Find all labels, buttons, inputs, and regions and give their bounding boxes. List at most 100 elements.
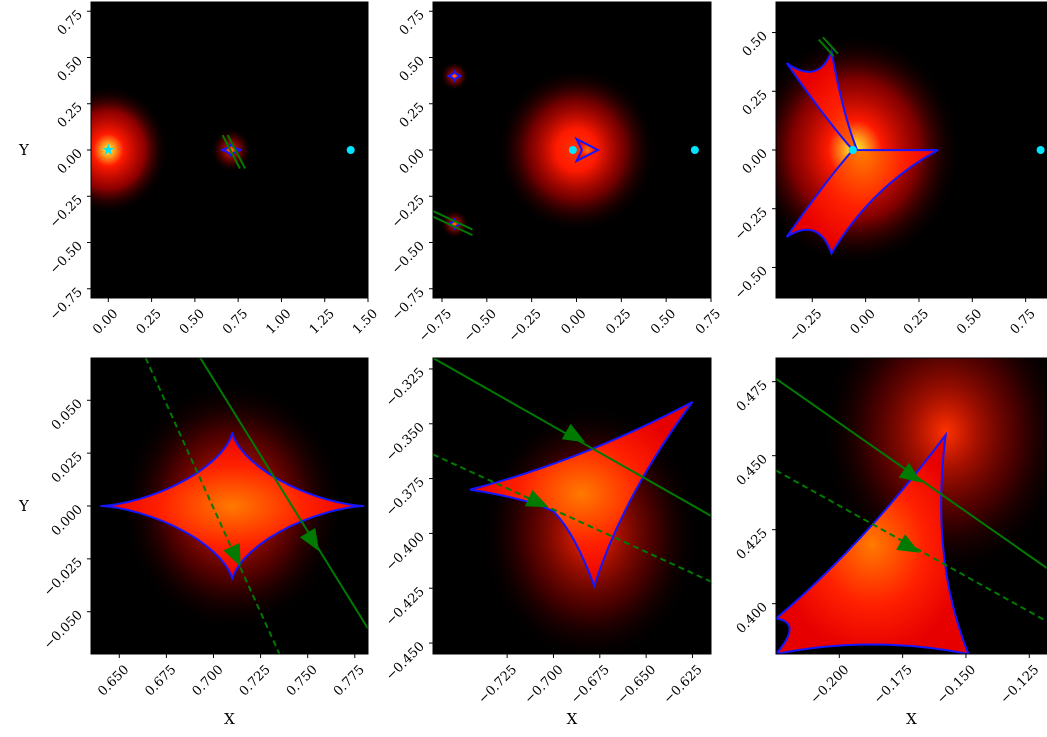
y-tick-label: −0.50: [732, 264, 771, 303]
source-trajectory-dashed: [433, 453, 711, 583]
source-trajectory-dashed: [144, 358, 281, 654]
x-tick-label: −0.25: [506, 306, 545, 345]
x-tick-label: −0.50: [461, 306, 500, 345]
y-axis-label: Y: [18, 497, 30, 515]
y-tick-label: 0.25: [55, 100, 86, 131]
x-tick-label: 0.25: [603, 306, 634, 337]
y-tick-label: 0.00: [397, 146, 428, 177]
trajectory-arrow-icon: [561, 423, 586, 443]
panel-top-left: ★ 0.00 0.25 0.50 0.75 1.00 1.25 1.50 −0.75 −0.50 −…: [18, 1, 381, 338]
x-tick-label: 0.75: [1008, 306, 1039, 337]
lens-position-marker: [346, 146, 355, 154]
x-tick-label: 0.725: [237, 662, 274, 699]
panel-top-right: −0.25 0.00 0.25 0.50 0.75 −0.50 −0.25 0.00 0.25 0…: [732, 1, 1047, 345]
y-tick-label: 0.425: [734, 526, 771, 563]
y-tick-label: −0.450: [383, 639, 428, 684]
source-trajectory-solid: [433, 210, 473, 231]
lens-position-marker: [848, 146, 857, 154]
y-tick-label: 0.25: [740, 87, 771, 118]
lens-position-marker: [1036, 146, 1045, 154]
y-tick-label: −0.25: [732, 205, 771, 244]
x-tick-label: 0.25: [901, 306, 932, 337]
source-trajectory-solid: [822, 36, 839, 55]
y-tick-label: 0.025: [49, 449, 86, 486]
y-tick-label: 0.50: [55, 54, 86, 85]
y-tick-label: −0.425: [383, 584, 428, 629]
y-tick-label: 0.25: [397, 100, 428, 131]
x-tick-label: 0.75: [220, 306, 251, 337]
x-axis-label: X: [224, 710, 235, 728]
panel-bottom-right: −0.200 −0.175 −0.150 −0.125 0.400 0.425 0.450 0…: [734, 357, 1047, 728]
x-tick-label: 0.00: [848, 306, 879, 337]
x-tick-label: 0.25: [134, 306, 165, 337]
magnification-glow: [91, 85, 169, 215]
y-tick-label: 0.000: [49, 502, 86, 539]
x-tick-label: 0.700: [190, 662, 227, 699]
x-tick-label: −0.175: [871, 662, 916, 707]
y-tick-label: 0.00: [55, 146, 86, 177]
y-tick-label: −0.75: [47, 285, 86, 324]
source-trajectory-solid: [199, 358, 368, 630]
x-tick-label: 1.25: [307, 306, 338, 337]
x-tick-label: 1.50: [350, 306, 381, 337]
y-tick-label: −0.50: [47, 239, 86, 278]
x-tick-label: −0.150: [934, 662, 979, 707]
x-tick-label: 0.00: [90, 306, 121, 337]
x-tick-label: −0.75: [416, 306, 455, 345]
y-tick-label: −0.25: [47, 192, 86, 231]
trajectory-arrow-icon: [223, 543, 241, 567]
y-tick-label: 0.050: [49, 397, 86, 434]
lens-position-marker: [690, 146, 699, 154]
panel-bottom-left: 0.650 0.675 0.700 0.725 0.750 0.775 −0.050 −0.0…: [18, 357, 369, 728]
y-tick-label: 0.400: [734, 600, 771, 637]
source-trajectory-solid: [221, 134, 241, 169]
x-tick-label: 0.650: [95, 662, 132, 699]
axes-frame: [432, 357, 712, 655]
x-tick-label: 0.75: [693, 306, 724, 337]
panel-top-middle: −0.75 −0.50 −0.25 0.00 0.25 0.50 0.75−0.75−0.5…: [389, 1, 724, 345]
trajectory-arrow-icon: [524, 490, 549, 508]
source-trajectory-solid: [226, 134, 246, 169]
x-tick-label: −0.625: [661, 662, 706, 707]
x-tick-label: −0.200: [808, 662, 853, 707]
y-tick-label: 0.450: [734, 452, 771, 489]
y-tick-label: −0.400: [383, 530, 428, 575]
y-tick-label: 0.475: [734, 378, 771, 415]
y-tick-label: −0.75: [389, 285, 428, 324]
source-trajectory-solid: [433, 215, 473, 237]
source-trajectory-solid: [817, 38, 835, 57]
y-tick-label: 0.00: [740, 146, 771, 177]
x-tick-label: 1.00: [263, 306, 294, 337]
y-tick-label: 0.75: [55, 7, 86, 38]
x-tick-label: 0.50: [177, 306, 208, 337]
panel-bottom-middle: −0.725 −0.700 −0.675 −0.650 −0.625 −0.450 −0.4…: [383, 357, 712, 728]
y-tick-label: −0.025: [41, 555, 86, 600]
y-tick-label: −0.375: [383, 475, 428, 520]
y-tick-label: −0.50: [389, 239, 428, 278]
x-tick-label: 0.775: [331, 662, 368, 699]
y-tick-label: 0.50: [397, 54, 428, 85]
caustic-curve: [785, 47, 939, 256]
trajectory-arrow-icon: [898, 462, 922, 483]
y-tick-label: −0.25: [389, 192, 428, 231]
trajectory-arrow-icon: [299, 527, 320, 552]
x-tick-label: −0.25: [787, 306, 826, 345]
y-tick-label: −0.325: [383, 365, 428, 410]
caustic-curve: [447, 68, 462, 84]
x-tick-label: −0.700: [522, 662, 567, 707]
x-tick-label: 0.675: [142, 662, 179, 699]
x-tick-label: −0.650: [615, 662, 660, 707]
x-axis-label: X: [906, 710, 917, 728]
x-tick-label: 0.50: [648, 306, 679, 337]
caustic-curve: [100, 431, 365, 581]
y-tick-label: −0.050: [41, 608, 86, 653]
x-tick-label: 0.750: [284, 662, 321, 699]
axes-frame: [775, 357, 1047, 655]
y-tick-label: −0.350: [383, 420, 428, 465]
star-marker-icon: ★: [101, 140, 115, 159]
caustic-curve: [574, 136, 601, 164]
x-tick-label: −0.125: [998, 662, 1043, 707]
y-tick-label: 0.50: [740, 29, 771, 60]
lens-position-marker: [568, 146, 577, 154]
